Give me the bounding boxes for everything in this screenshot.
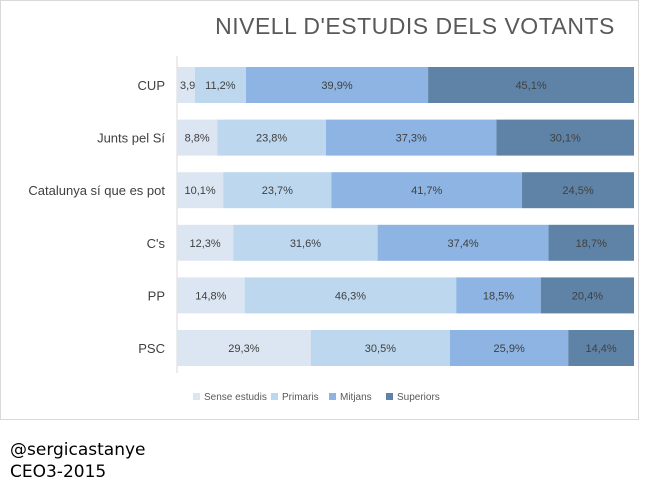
bar-cup-superiors: [428, 67, 634, 103]
category-label-psc: PSC: [138, 341, 165, 356]
data-label-cup-mitjans: 39,9%: [321, 80, 352, 92]
legend-label-superiors: Superiors: [397, 392, 440, 403]
data-label-c-s-superiors: 18,7%: [576, 238, 607, 250]
legend-label-primaris: Primaris: [282, 392, 319, 403]
bar-psc-primaris: [310, 330, 451, 366]
data-label-c-s-mitjans: 37,4%: [447, 238, 478, 250]
bar-c-s-mitjans: [377, 224, 549, 261]
data-label-junts-pel-si-sense-estudis: 8,8%: [185, 133, 210, 145]
legend-swatch-mitjans: [329, 393, 336, 400]
data-label-psc-superiors: 14,4%: [586, 343, 617, 355]
data-label-catalunya-si-que-es-pot-mitjans: 41,7%: [411, 185, 442, 197]
bar-pp-sense-estudis: [177, 277, 245, 314]
legend-label-mitjans: Mitjans: [340, 392, 372, 403]
data-label-cup-primaris: 11,2%: [205, 80, 236, 92]
bar-c-s-primaris: [233, 224, 378, 261]
data-label-pp-mitjans: 18,5%: [483, 290, 514, 302]
bar-c-s-sense-estudis: [177, 224, 234, 261]
bar-catalunya-si-que-es-pot-sense-estudis: [177, 172, 224, 209]
bar-psc-mitjans: [450, 330, 569, 366]
bar-psc-superiors: [568, 330, 634, 366]
data-label-junts-pel-si-mitjans: 37,3%: [396, 133, 427, 145]
bar-catalunya-si-que-es-pot-mitjans: [331, 172, 523, 209]
author-credit: @sergicastanye: [10, 440, 146, 460]
data-label-pp-primaris: 46,3%: [335, 290, 366, 302]
category-label-catalunya-si-que-es-pot: Catalunya sí que es pot: [28, 183, 165, 198]
bar-psc-sense-estudis: [177, 330, 311, 366]
bar-junts-pel-si-mitjans: [325, 119, 497, 156]
bar-cup-primaris: [194, 67, 246, 103]
data-label-psc-mitjans: 25,9%: [494, 343, 525, 355]
data-label-catalunya-si-que-es-pot-sense-estudis: 10,1%: [184, 185, 215, 197]
data-label-catalunya-si-que-es-pot-superiors: 24,5%: [562, 185, 593, 197]
data-label-psc-sense-estudis: 29,3%: [228, 343, 259, 355]
category-label-junts-pel-si: Junts pel Sí: [97, 131, 165, 146]
bar-catalunya-si-que-es-pot-primaris: [223, 172, 332, 209]
legend-swatch-sense-estudis: [193, 393, 200, 400]
bar-junts-pel-si-sense-estudis: [177, 119, 218, 156]
bar-junts-pel-si-primaris: [217, 119, 326, 156]
category-labels: CUP Junts pel Sí Catalunya sí que es pot C'…: [28, 78, 165, 356]
data-label-c-s-sense-estudis: 12,3%: [190, 238, 221, 250]
bar-c-s-superiors: [548, 224, 634, 261]
legend-swatch-superiors: [386, 393, 393, 400]
data-label-junts-pel-si-superiors: 30,1%: [550, 133, 581, 145]
data-label-cup-superiors: 45,1%: [515, 80, 546, 92]
category-label-pp: PP: [148, 288, 165, 303]
stacked-bar-chart: NIVELL D'ESTUDIS DELS VOTANTS 3,9% 11,2% 3…: [28, 13, 634, 403]
legend-label-sense-estudis: Sense estudis: [204, 392, 267, 403]
chart-title: NIVELL D'ESTUDIS DELS VOTANTS: [215, 13, 615, 39]
data-label-junts-pel-si-primaris: 23,8%: [256, 133, 287, 145]
chart-frame: NIVELL D'ESTUDIS DELS VOTANTS 3,9% 11,2% 3…: [0, 0, 639, 420]
category-label-cup: CUP: [138, 78, 165, 93]
data-label-catalunya-si-que-es-pot-primaris: 23,7%: [262, 185, 293, 197]
bar-pp-primaris: [244, 277, 457, 314]
data-label-c-s-primaris: 31,6%: [290, 238, 321, 250]
bar-catalunya-si-que-es-pot-superiors: [522, 172, 634, 209]
legend: Sense estudis Primaris Mitjans Superiors: [193, 392, 440, 403]
bar-pp-superiors: [540, 277, 634, 314]
bar-cup-mitjans: [245, 67, 429, 103]
legend-swatch-primaris: [271, 393, 278, 400]
bar-junts-pel-si-superiors: [496, 119, 634, 156]
source-credit: CEO3-2015: [10, 462, 107, 482]
bar-pp-mitjans: [456, 277, 541, 314]
data-label-pp-superiors: 20,4%: [572, 290, 603, 302]
bars-group: 3,9% 11,2% 39,9% 45,1%8,8% 23,8% 37,3% 30,1%10…: [177, 67, 634, 366]
category-label-c-s: C's: [147, 236, 166, 251]
data-label-psc-primaris: 30,5%: [365, 343, 396, 355]
data-label-pp-sense-estudis: 14,8%: [195, 290, 226, 302]
bar-cup-sense-estudis: [177, 67, 195, 103]
